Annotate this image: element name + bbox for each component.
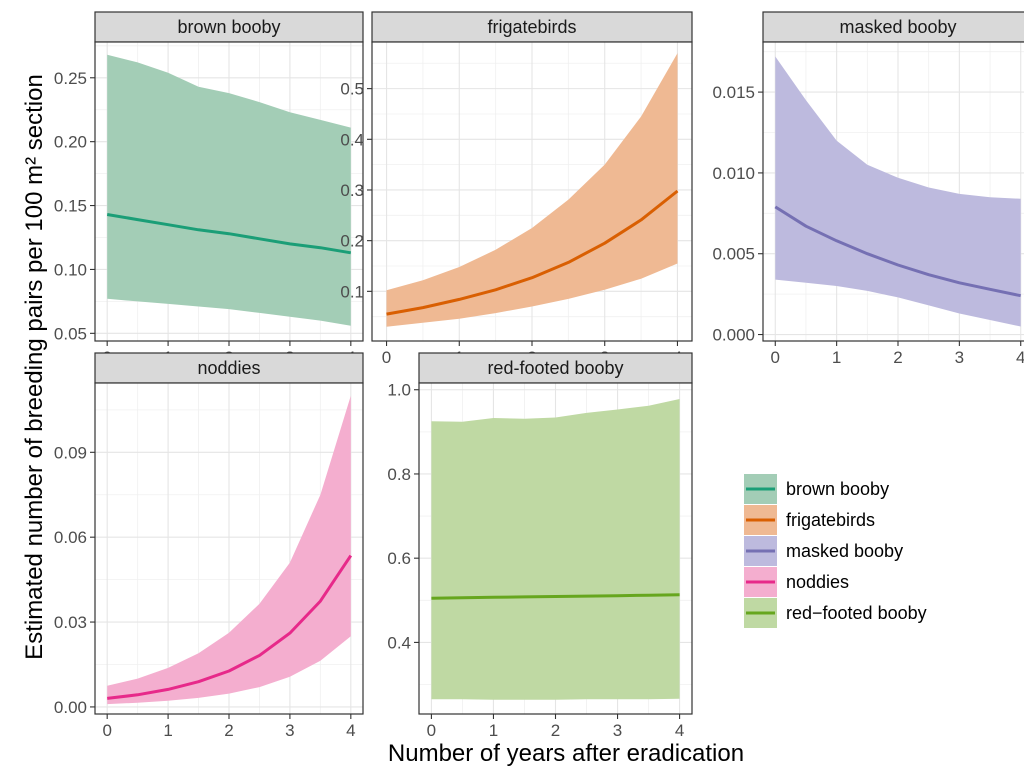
- y-axis-title: Estimated number of breeding pairs per 1…: [21, 74, 48, 660]
- fit-line: [386, 189, 679, 316]
- x-tick-label: 0: [382, 348, 391, 367]
- y-tick-label: 0.20: [54, 133, 87, 152]
- facet-strip-label: masked booby: [839, 17, 956, 37]
- legend-label: frigatebirds: [786, 510, 875, 530]
- confidence-band: [107, 54, 351, 326]
- y-tick-label: 0.6: [387, 549, 411, 568]
- confidence-band: [107, 395, 351, 705]
- y-tick-label: 0.05: [54, 324, 87, 343]
- x-tick-label: 3: [285, 721, 294, 740]
- facet-strip-label: frigatebirds: [487, 17, 576, 37]
- legend-label: brown booby: [786, 479, 889, 499]
- x-tick-label: 0: [102, 721, 111, 740]
- x-tick-label: 4: [675, 721, 684, 740]
- confidence-band: [386, 53, 678, 327]
- y-tick-label: 1.0: [387, 381, 411, 400]
- legend-label: masked booby: [786, 541, 903, 561]
- x-tick-label: 1: [489, 721, 498, 740]
- y-tick-label: 0.3: [340, 181, 364, 200]
- x-tick-label: 4: [346, 721, 355, 740]
- y-tick-label: 0.1: [340, 282, 364, 301]
- legend-item: frigatebirds: [744, 505, 875, 535]
- facet-strip-label: brown booby: [177, 17, 280, 37]
- facet-strip: [371, 11, 693, 43]
- legend-label: noddies: [786, 572, 849, 592]
- legend: brown booby frigatebirds masked booby noddi…: [744, 474, 927, 628]
- facet-noddies: noddies 0 1 2 3 4 0.00 0.03 0.06 0.09: [54, 352, 364, 740]
- x-tick-label: 3: [955, 348, 964, 367]
- x-tick-label: 1: [832, 348, 841, 367]
- x-tick-label: 2: [893, 348, 902, 367]
- facet-strip: [94, 11, 364, 43]
- x-tick-label: 2: [551, 721, 560, 740]
- facet-strip-label: noddies: [197, 358, 260, 378]
- y-tick-label: 0.5: [340, 80, 364, 99]
- y-tick-label: 0.09: [54, 443, 87, 462]
- legend-item: noddies: [744, 567, 849, 597]
- facet-redfooted: red-footed booby 0 1 2 3 4 0.4 0.6 0.8 1.0: [387, 352, 693, 740]
- y-tick-label: 0.4: [387, 633, 411, 652]
- fit-line: [107, 554, 353, 700]
- facet-strip: [762, 11, 1024, 43]
- y-tick-label: 0.2: [340, 232, 364, 251]
- x-tick-label: 3: [613, 721, 622, 740]
- x-tick-label: 1: [163, 721, 172, 740]
- x-axis-title: Number of years after eradication: [388, 740, 744, 767]
- legend-item: masked booby: [744, 536, 903, 566]
- y-tick-label: 0.15: [54, 197, 87, 216]
- facet-panels: brown booby012340.050.100.150.200.25frig…: [54, 11, 1024, 740]
- y-tick-label: 0.015: [712, 83, 755, 102]
- facet-masked: masked booby 0 1 2 3 4 0.000 0.005 0.010 0.015: [712, 11, 1024, 367]
- facet-frigate: frigatebirds012340.10.20.30.40.5: [340, 11, 693, 367]
- y-tick-label: 0.000: [712, 326, 755, 345]
- confidence-band: [431, 399, 680, 700]
- y-tick-label: 0.005: [712, 245, 755, 264]
- fit-line: [431, 593, 680, 600]
- y-tick-label: 0.4: [340, 130, 364, 149]
- y-tick-label: 0.00: [54, 698, 87, 717]
- y-tick-label: 0.8: [387, 465, 411, 484]
- x-tick-label: 2: [224, 721, 233, 740]
- x-tick-label: 4: [1016, 348, 1024, 367]
- fit-line: [106, 213, 352, 255]
- facet-strip: [418, 352, 693, 384]
- fit-line: [774, 205, 1022, 298]
- y-tick-label: 0.06: [54, 528, 87, 547]
- x-tick-label: 0: [427, 721, 436, 740]
- y-tick-label: 0.25: [54, 69, 87, 88]
- facet-strip-label: red-footed booby: [487, 358, 623, 378]
- y-tick-label: 0.010: [712, 164, 755, 183]
- confidence-band: [775, 56, 1021, 327]
- y-tick-label: 0.03: [54, 613, 87, 632]
- legend-item: brown booby: [744, 474, 889, 504]
- legend-label: red−footed booby: [786, 603, 927, 623]
- y-tick-label: 0.10: [54, 260, 87, 279]
- legend-item: red−footed booby: [744, 598, 927, 628]
- x-tick-label: 0: [771, 348, 780, 367]
